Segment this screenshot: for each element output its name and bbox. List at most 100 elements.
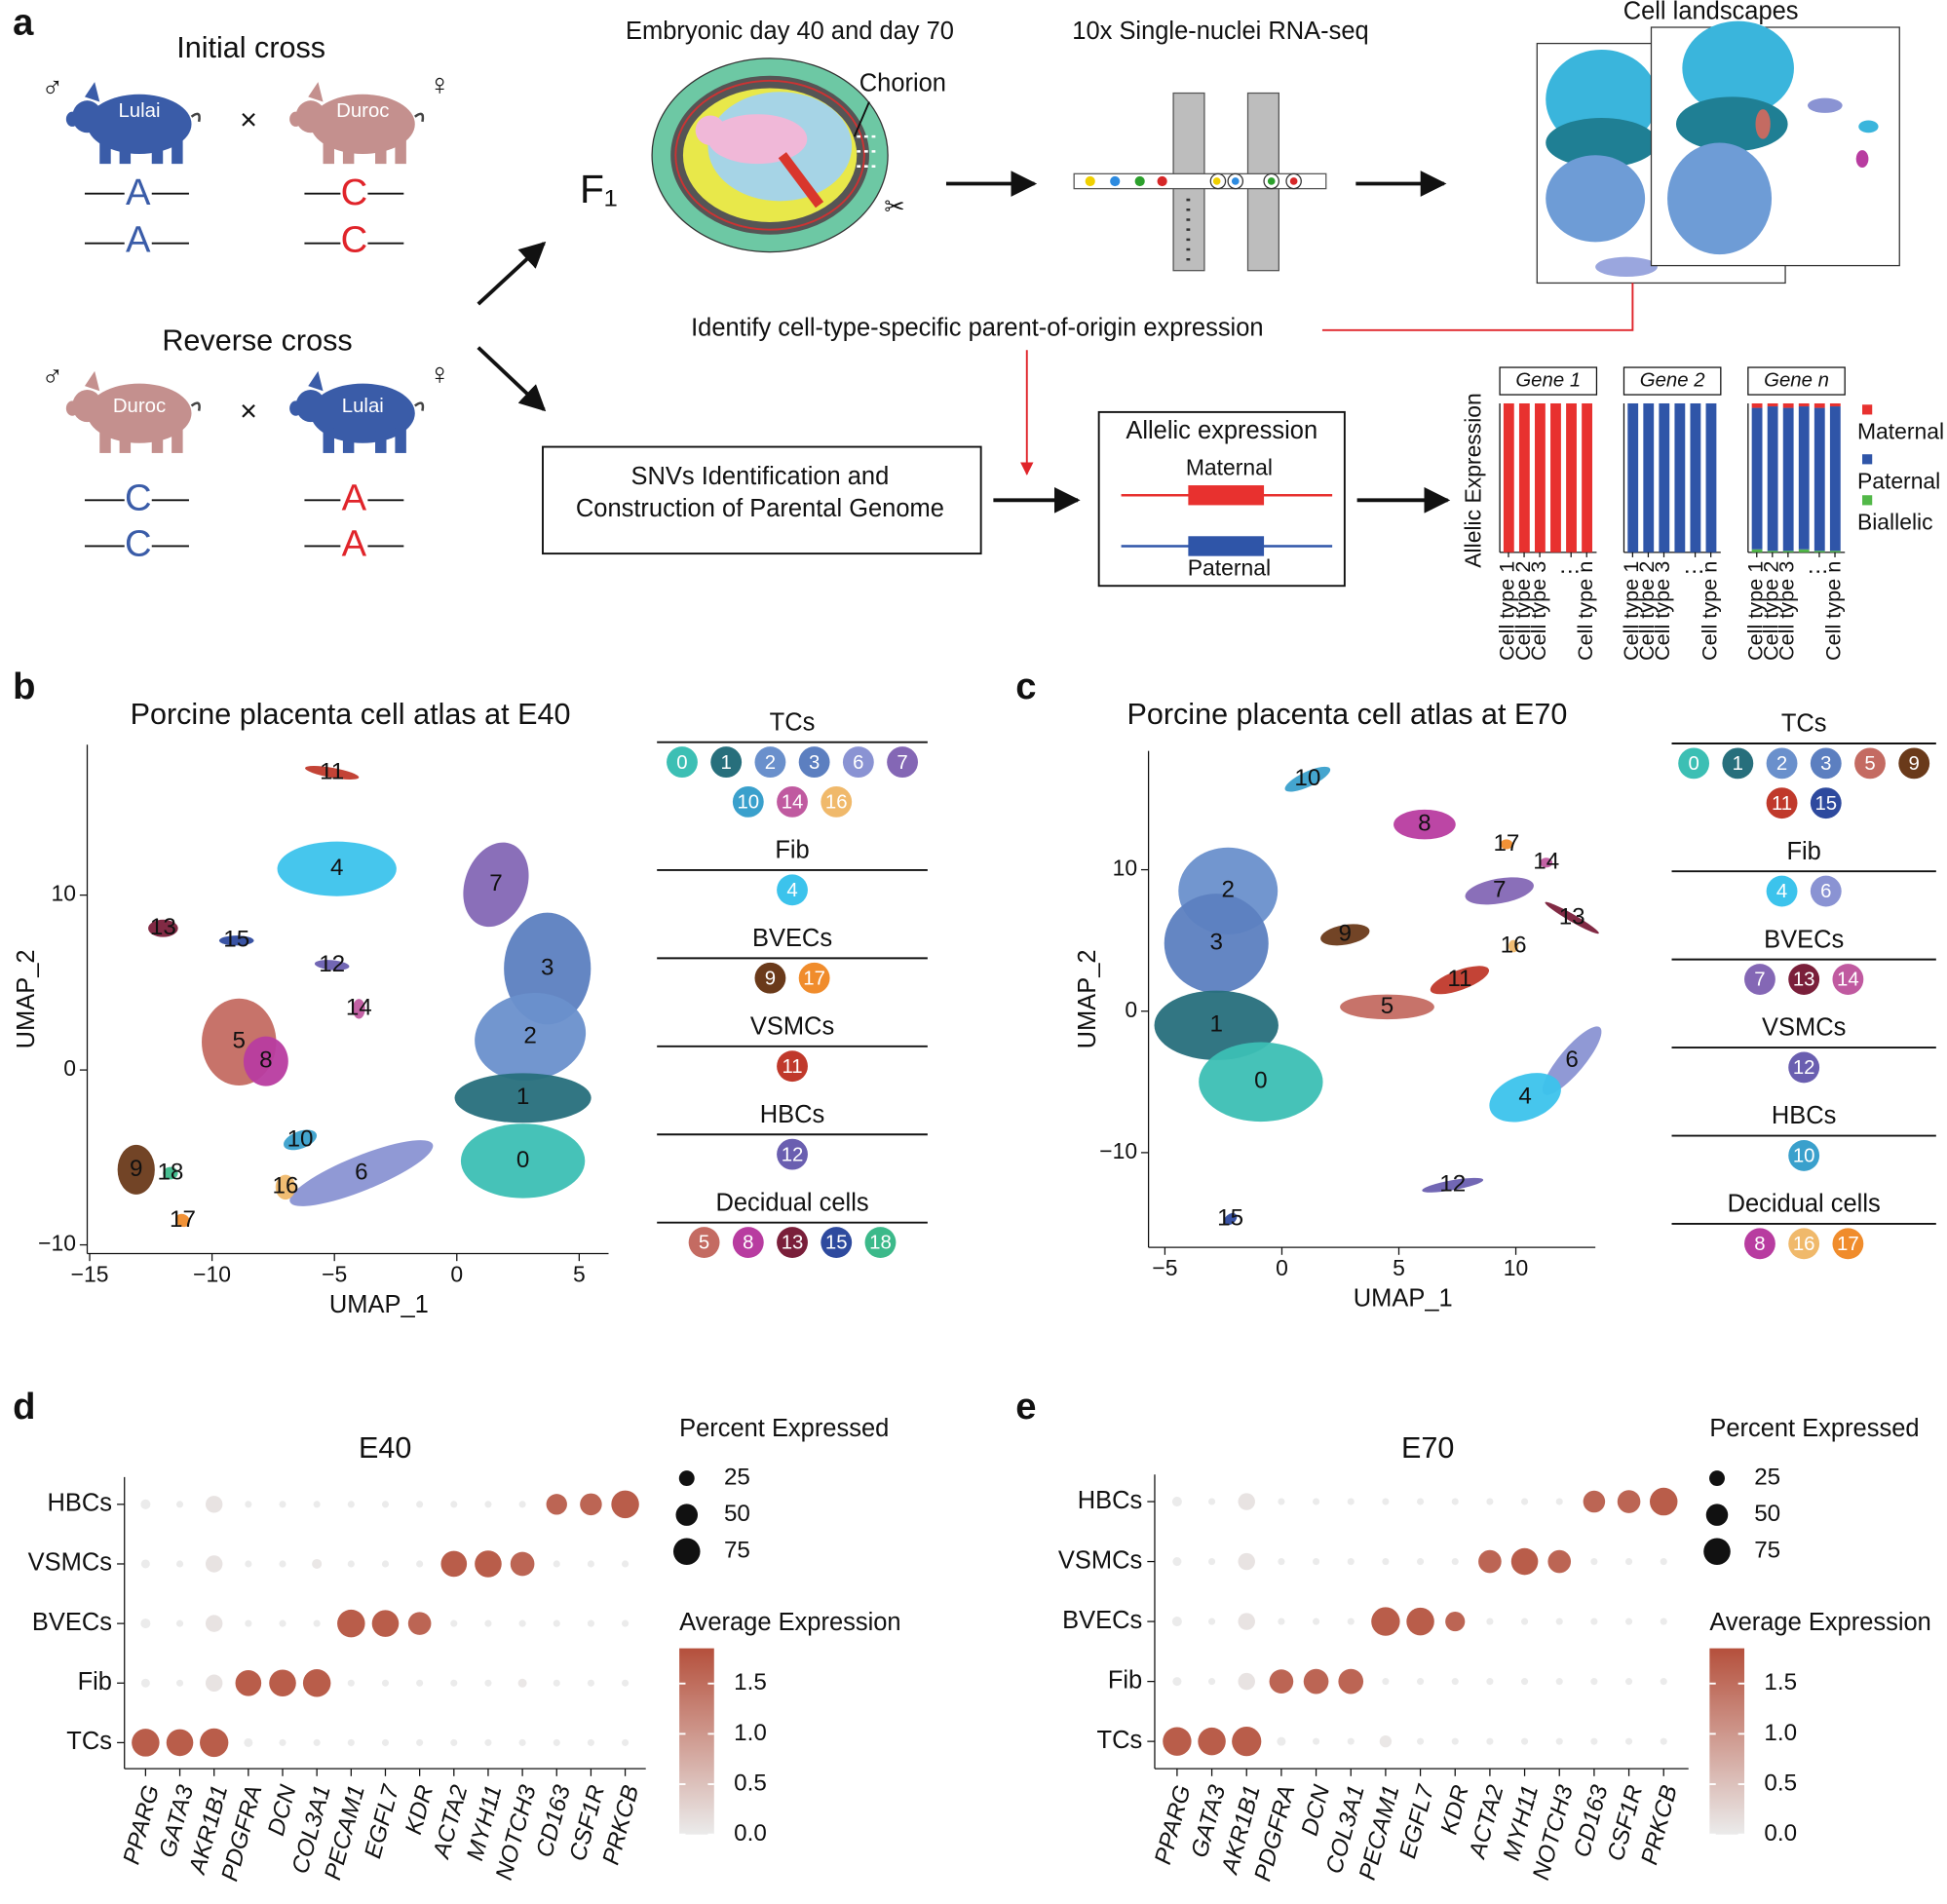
stacked-bar xyxy=(1566,402,1577,552)
allele: A xyxy=(342,523,367,565)
dot xyxy=(1451,1678,1459,1686)
sex-symbol: ♀ xyxy=(429,358,451,391)
y-tick-label: 0 xyxy=(1125,997,1137,1022)
dot xyxy=(245,1560,252,1568)
stacked-bar xyxy=(1751,407,1763,550)
legend-swatch xyxy=(887,746,918,779)
x-tick-label: 0 xyxy=(1276,1255,1288,1280)
cluster-label: 1 xyxy=(1210,1011,1223,1038)
legend-label: 9 xyxy=(1909,753,1920,775)
legend-label: 16 xyxy=(1793,1234,1815,1255)
dot xyxy=(1238,1493,1255,1510)
cluster xyxy=(463,842,529,928)
legend-title: TCs xyxy=(770,708,816,736)
dot xyxy=(1371,1607,1400,1636)
dot xyxy=(1486,1678,1494,1686)
y-tick-label: BVECs xyxy=(1062,1607,1142,1634)
legend-label: 4 xyxy=(1776,881,1787,902)
legend-label: 4 xyxy=(786,880,797,901)
dot xyxy=(1382,1557,1390,1566)
dot xyxy=(1417,1557,1425,1566)
legend-label: 5 xyxy=(1864,753,1875,775)
cut-line xyxy=(857,134,880,168)
dot xyxy=(1277,1736,1286,1746)
dot xyxy=(381,1738,390,1746)
cluster xyxy=(1489,1073,1561,1123)
dot xyxy=(1238,1672,1255,1691)
legend-swatch xyxy=(821,1227,853,1258)
dot xyxy=(1338,1668,1364,1695)
x-axis-label: UMAP_1 xyxy=(1354,1284,1453,1312)
cluster xyxy=(1422,1177,1484,1193)
dot xyxy=(244,1737,253,1747)
stacked-bar xyxy=(1705,402,1717,552)
legend-swatch xyxy=(1788,1051,1820,1084)
panel-label: c xyxy=(1015,666,1036,707)
cell xyxy=(1134,175,1145,187)
dot xyxy=(1510,1547,1539,1576)
stacked-bar xyxy=(1829,402,1841,407)
legend-label: 1 xyxy=(1733,753,1743,775)
allele: A xyxy=(342,476,367,518)
dot xyxy=(132,1729,160,1757)
cell xyxy=(1212,177,1221,185)
cluster xyxy=(305,766,360,780)
cluster-label: 8 xyxy=(1418,811,1431,837)
legend-title: Average Expression xyxy=(679,1609,900,1636)
gap xyxy=(124,479,152,520)
size-legend-label: 75 xyxy=(1754,1538,1780,1564)
dot xyxy=(440,1550,468,1578)
dot xyxy=(1486,1737,1494,1745)
cluster-label: 10 xyxy=(287,1125,314,1152)
dot xyxy=(1382,1498,1390,1505)
legend-label: 14 xyxy=(782,792,804,814)
legend-title: Decidual cells xyxy=(1728,1191,1881,1218)
legend-label: 7 xyxy=(1754,970,1765,991)
legend-label: Maternal xyxy=(1857,419,1944,444)
cluster xyxy=(1545,901,1599,934)
stacked-bar xyxy=(1659,402,1670,552)
dot xyxy=(1451,1498,1459,1505)
scissors: ✂ xyxy=(884,194,904,221)
cluster-label: 13 xyxy=(1559,903,1585,930)
allele-block xyxy=(1188,485,1265,506)
dot xyxy=(1660,1737,1667,1745)
cluster-label: 11 xyxy=(1447,966,1471,992)
cluster xyxy=(289,1140,434,1206)
legend-label: 9 xyxy=(765,968,776,989)
cell-type-label: Cell type 2 xyxy=(1759,561,1783,661)
legend-swatch xyxy=(777,1227,808,1258)
y-tick-label: TCs xyxy=(1097,1727,1143,1754)
legend-swatch xyxy=(1766,875,1798,907)
legend-swatch xyxy=(1898,747,1930,780)
stacked-bar xyxy=(1674,402,1686,552)
gap xyxy=(340,223,368,264)
legend-label: 15 xyxy=(1814,793,1837,815)
dot xyxy=(1555,1498,1563,1505)
dot xyxy=(1171,1497,1182,1507)
dot xyxy=(587,1560,594,1568)
stacked-bar xyxy=(1627,402,1639,552)
stacked-bar xyxy=(1813,551,1825,552)
dot xyxy=(475,1550,502,1578)
dot xyxy=(1313,1498,1320,1505)
dot xyxy=(205,1674,223,1692)
dot xyxy=(484,1619,492,1627)
dot xyxy=(518,1619,526,1627)
size-legend-label: 75 xyxy=(724,1538,750,1564)
y-axis-label: UMAP_2 xyxy=(13,949,40,1048)
dot xyxy=(1555,1737,1563,1745)
legend-swatch xyxy=(1810,787,1842,819)
cell-type-label: Cell type 2 xyxy=(1510,561,1535,661)
dot xyxy=(1590,1737,1598,1745)
cell-type-label: Cell type 1 xyxy=(1495,561,1519,661)
legend-swatch xyxy=(1744,964,1775,995)
size-legend-dot xyxy=(678,1470,695,1487)
size-legend-label: 25 xyxy=(1754,1464,1780,1490)
dot xyxy=(518,1738,526,1746)
blob xyxy=(1858,120,1879,133)
dot xyxy=(381,1560,390,1568)
legend-swatch xyxy=(754,746,786,779)
dot xyxy=(1417,1737,1425,1745)
cluster-label: 5 xyxy=(1381,993,1393,1019)
